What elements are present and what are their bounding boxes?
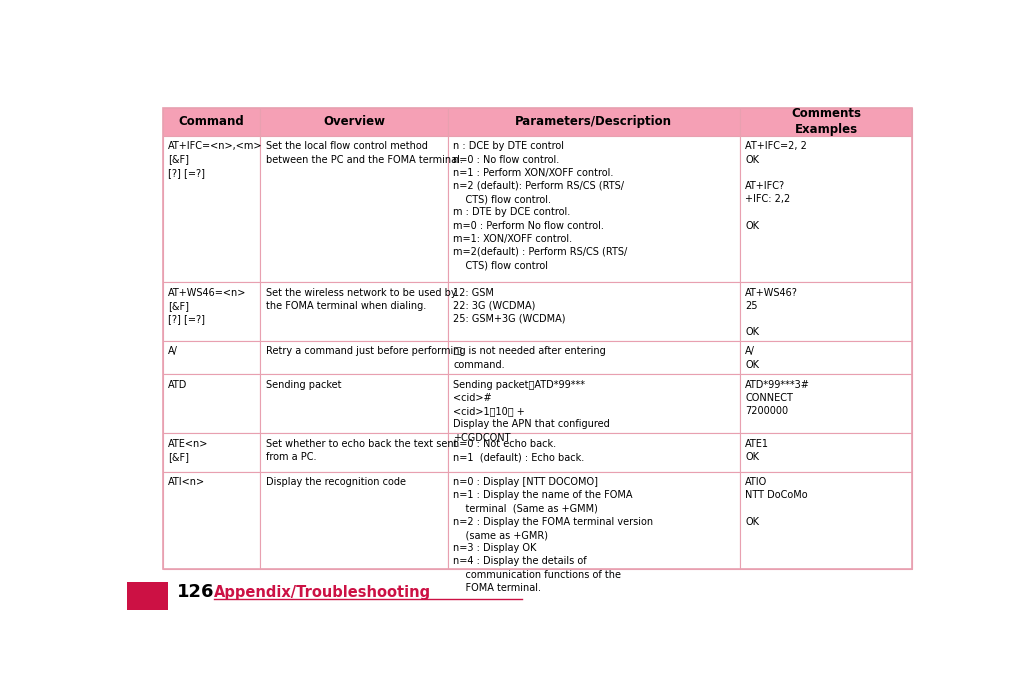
Text: Appendix/Troubleshooting: Appendix/Troubleshooting (214, 585, 432, 600)
Bar (163, 341, 261, 374)
Text: Comments
Examples: Comments Examples (791, 107, 861, 137)
Bar (740, 108, 912, 136)
Text: ATD*99***3#
CONNECT
7200000: ATD*99***3# CONNECT 7200000 (745, 380, 810, 416)
Text: A/
OK: A/ OK (745, 346, 759, 369)
Bar (163, 136, 261, 282)
Text: Display the recognition code: Display the recognition code (266, 477, 406, 487)
Text: AT+WS46=<n>
[&F]
[?] [=?]: AT+WS46=<n> [&F] [?] [=?] (168, 288, 246, 324)
Text: Retry a command just before performing: Retry a command just before performing (266, 346, 465, 356)
Bar (448, 434, 740, 472)
Bar (261, 374, 448, 434)
Bar (163, 374, 261, 434)
Text: ATI<n>: ATI<n> (168, 477, 206, 487)
Bar (261, 472, 448, 569)
Bar (163, 282, 261, 341)
Text: Set the wireless network to be used by
the FOMA terminal when dialing.: Set the wireless network to be used by t… (266, 288, 456, 311)
Text: ATIO
NTT DoCoMo

OK: ATIO NTT DoCoMo OK (745, 477, 808, 527)
Text: Set whether to echo back the text sent
from a PC.: Set whether to echo back the text sent f… (266, 439, 457, 462)
Bar (448, 472, 740, 569)
Bar (448, 341, 740, 374)
Bar (740, 282, 912, 341)
Bar (163, 108, 261, 136)
Bar (740, 472, 912, 569)
Bar (448, 374, 740, 434)
Bar (448, 282, 740, 341)
Text: Sending packet: Sending packet (266, 380, 341, 390)
Bar (740, 374, 912, 434)
Bar (261, 434, 448, 472)
Text: Sending packet：ATD*99***
<cid>#
<cid>1～10： +
Display the APN that configured
+CG: Sending packet：ATD*99*** <cid># <cid>1～1… (453, 380, 610, 443)
Text: ATE1
OK: ATE1 OK (745, 439, 770, 462)
Text: n=0 : Display [NTT DOCOMO]
n=1 : Display the name of the FOMA
    terminal  (Sam: n=0 : Display [NTT DOCOMO] n=1 : Display… (453, 477, 654, 593)
Text: n=0 : Not echo back.
n=1  (default) : Echo back.: n=0 : Not echo back. n=1 (default) : Ech… (453, 439, 584, 462)
Bar (448, 136, 740, 282)
Bar (127, 582, 168, 610)
Bar (261, 341, 448, 374)
Text: Set the local flow control method
between the PC and the FOMA terminal.: Set the local flow control method betwee… (266, 141, 462, 164)
Text: A/: A/ (168, 346, 178, 356)
Bar (261, 136, 448, 282)
Text: AT+IFC=2, 2
OK

AT+IFC?
+IFC: 2,2

OK: AT+IFC=2, 2 OK AT+IFC? +IFC: 2,2 OK (745, 141, 807, 231)
Text: 12: GSM
22: 3G (WCDMA)
25: GSM+3G (WCDMA): 12: GSM 22: 3G (WCDMA) 25: GSM+3G (WCDMA… (453, 288, 566, 324)
Bar (163, 108, 912, 569)
Bar (261, 108, 448, 136)
Bar (740, 341, 912, 374)
Bar (740, 136, 912, 282)
Text: n : DCE by DTE control
n=0 : No flow control.
n=1 : Perform XON/XOFF control.
n=: n : DCE by DTE control n=0 : No flow con… (453, 141, 627, 270)
Text: ATE<n>
[&F]: ATE<n> [&F] (168, 439, 209, 462)
Text: ATD: ATD (168, 380, 187, 390)
Bar (261, 282, 448, 341)
Text: Parameters/Description: Parameters/Description (515, 116, 672, 128)
Bar (740, 434, 912, 472)
Text: □  is not needed after entering
command.: □ is not needed after entering command. (453, 346, 606, 369)
Text: 126: 126 (177, 583, 215, 602)
Bar (163, 434, 261, 472)
Text: AT+IFC=<n>,<m>
[&F]
[?] [=?]: AT+IFC=<n>,<m> [&F] [?] [=?] (168, 141, 263, 178)
Text: Command: Command (178, 116, 244, 128)
Text: Overview: Overview (323, 116, 385, 128)
Bar (163, 472, 261, 569)
Text: AT+WS46?
25

OK: AT+WS46? 25 OK (745, 288, 798, 337)
Bar (448, 108, 740, 136)
